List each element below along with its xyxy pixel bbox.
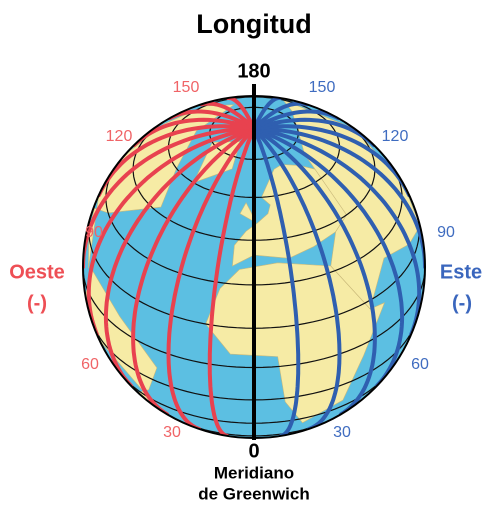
- east-sign: (-): [452, 292, 472, 314]
- east-meridian: [252, 126, 342, 431]
- west-label: 30: [163, 424, 181, 441]
- west-meridian: [207, 126, 256, 438]
- east-label: 30: [333, 424, 351, 441]
- west-meridian: [168, 109, 256, 131]
- east-meridian: [252, 101, 309, 131]
- caption: Meridiano: [214, 463, 294, 482]
- east-meridian: [252, 126, 425, 269]
- west-meridian: [103, 126, 256, 388]
- west-meridian: [199, 101, 256, 131]
- west-sign: (-): [27, 292, 47, 314]
- landmass: [239, 202, 257, 224]
- east-meridian: [252, 126, 422, 337]
- west-meridian: [166, 126, 256, 431]
- east-meridian: [252, 126, 405, 388]
- east-meridian: [252, 96, 282, 131]
- east-label: 120: [382, 128, 409, 145]
- label-0: 0: [248, 440, 259, 462]
- east-name: Este: [440, 261, 482, 283]
- west-name: Oeste: [9, 261, 65, 283]
- east-meridian: [252, 126, 377, 417]
- west-label: 120: [106, 128, 133, 145]
- east-meridian: [252, 124, 412, 198]
- east-label: 150: [309, 79, 336, 96]
- east-label: 60: [411, 356, 429, 373]
- west-meridian: [83, 126, 256, 269]
- label-180: 180: [237, 60, 270, 82]
- west-label: 150: [173, 79, 200, 96]
- title: Longitud: [196, 9, 311, 39]
- east-label: 90: [437, 224, 455, 241]
- east-meridian: [252, 109, 340, 131]
- west-label: 90: [85, 224, 103, 241]
- caption: de Greenwich: [198, 484, 309, 503]
- east-meridian: [252, 126, 301, 438]
- west-label: 60: [81, 356, 99, 373]
- graticule: [83, 96, 425, 438]
- west-meridian: [132, 117, 256, 147]
- globe-outline: [82, 95, 426, 439]
- west-meridian: [96, 124, 256, 198]
- west-meridian: [226, 96, 256, 131]
- west-meridian: [131, 126, 256, 417]
- east-meridian: [252, 117, 376, 147]
- west-meridian: [86, 126, 256, 337]
